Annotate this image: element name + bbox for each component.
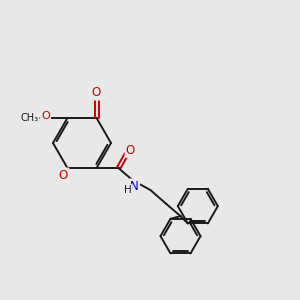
Text: N: N <box>130 180 139 193</box>
Text: O: O <box>92 86 101 99</box>
Text: O: O <box>41 111 50 121</box>
Text: O: O <box>59 169 68 182</box>
Text: O: O <box>126 144 135 157</box>
Text: H: H <box>124 185 131 195</box>
Text: CH₃: CH₃ <box>20 113 39 123</box>
